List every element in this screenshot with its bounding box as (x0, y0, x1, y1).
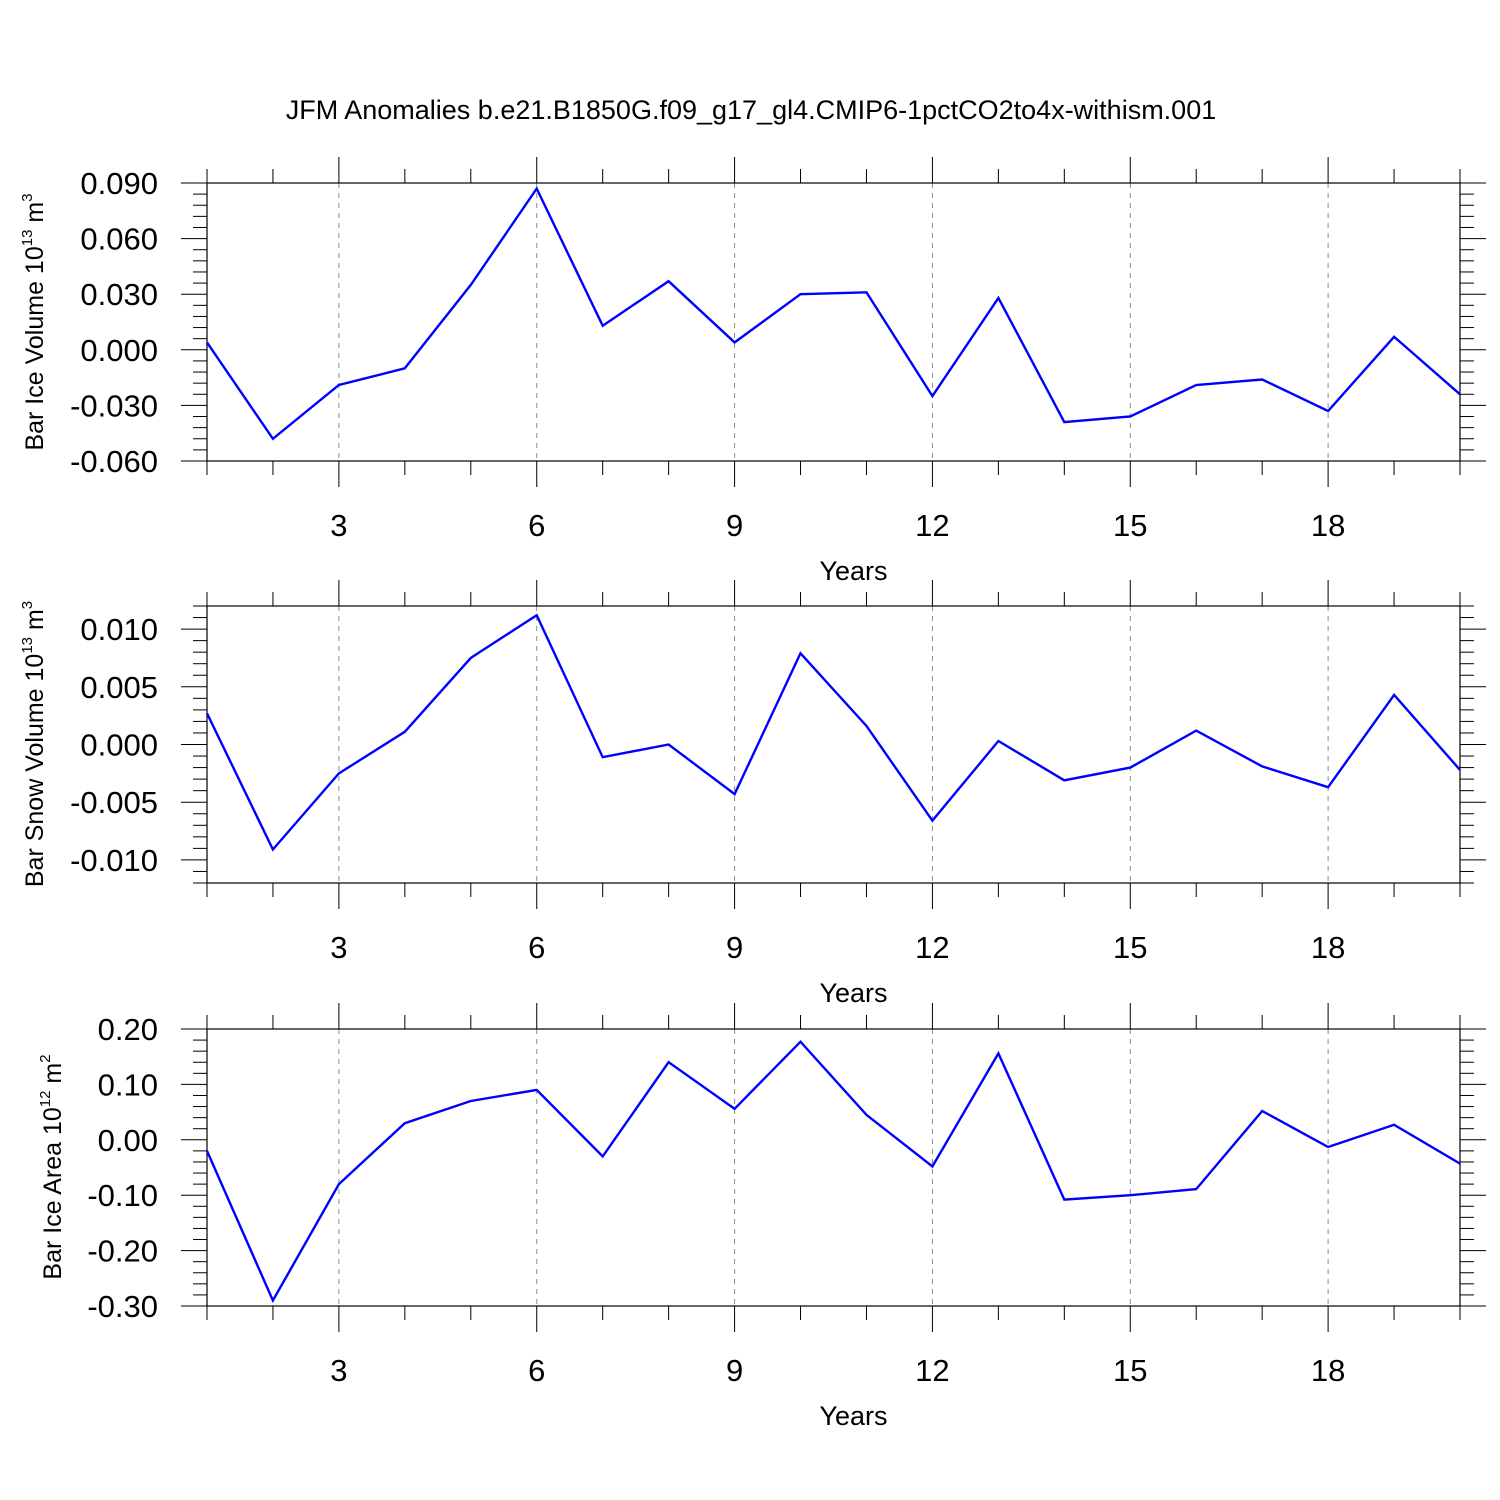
x-tick-label: 3 (330, 930, 347, 965)
y-tick-label: 0.20 (98, 1012, 158, 1047)
y-tick-label: 0.000 (80, 333, 158, 368)
y-tick-label: 0.030 (80, 277, 158, 312)
x-tick-label: 9 (726, 508, 743, 543)
x-tick-label: 3 (330, 508, 347, 543)
x-tick-label: 15 (1113, 930, 1147, 965)
y-axis-label: Bar Ice Area 1012 m2 (37, 1054, 67, 1279)
x-axis-label: Years (819, 556, 887, 586)
y-tick-label: -0.30 (87, 1289, 158, 1324)
panel-ice-volume: 3 6 9 12 15 18 0.090 0.060 0.030 0.000 -0.030 -0.06… (19, 157, 1486, 586)
x-axis-label: Years (819, 978, 887, 1008)
x-tick-label: 12 (915, 508, 949, 543)
panel-ice-area: 3 6 9 12 15 18 0.20 0.10 0.00 -0.10 -0.20 -0.30 Year… (37, 1003, 1486, 1431)
x-tick-label: 3 (330, 1353, 347, 1388)
x-tick-label: 9 (726, 1353, 743, 1388)
plot-frame (206, 182, 1461, 462)
x-tick-label: 18 (1311, 508, 1345, 543)
x-tick-label: 12 (915, 1353, 949, 1388)
y-axis-label: Bar Ice Volume 1013 m3 (19, 193, 49, 450)
plot-frame (206, 605, 1461, 884)
x-tick-label: 18 (1311, 1353, 1345, 1388)
x-tick-label: 15 (1113, 1353, 1147, 1388)
y-tick-label: 0.060 (80, 222, 158, 257)
y-axis-label: Bar Snow Volume 1013 m3 (19, 601, 49, 887)
x-tick-label: 9 (726, 930, 743, 965)
y-tick-label: -0.20 (87, 1234, 158, 1269)
x-tick-label: 12 (915, 930, 949, 965)
plot-frame (206, 1028, 1461, 1307)
y-tick-label: -0.030 (70, 388, 158, 423)
panel-snow-volume: 3 6 9 12 15 18 0.010 0.005 0.000 -0.005 -0.010 Year… (19, 580, 1486, 1008)
y-tick-label: -0.060 (70, 444, 158, 479)
y-tick-label: 0.005 (80, 670, 158, 705)
series-line (205, 613, 1461, 852)
y-tick-label: 0.010 (80, 612, 158, 647)
x-tick-label: 6 (528, 930, 545, 965)
x-tick-label: 15 (1113, 508, 1147, 543)
y-tick-label: 0.000 (80, 728, 158, 763)
x-tick-label: 6 (528, 1353, 545, 1388)
x-axis-label: Years (819, 1401, 887, 1431)
x-tick-label: 18 (1311, 930, 1345, 965)
y-tick-label: 0.090 (80, 166, 158, 201)
series-line (206, 186, 1461, 441)
y-tick-label: -0.010 (70, 843, 158, 878)
y-tick-label: 0.10 (98, 1067, 158, 1102)
chart-title: JFM Anomalies b.e21.B1850G.f09_g17_gl4.C… (286, 95, 1217, 125)
y-tick-label: -0.10 (87, 1178, 158, 1213)
series-line (205, 1039, 1461, 1304)
x-tick-label: 6 (528, 508, 545, 543)
y-tick-label: 0.00 (98, 1123, 158, 1158)
y-tick-label: -0.005 (70, 785, 158, 820)
